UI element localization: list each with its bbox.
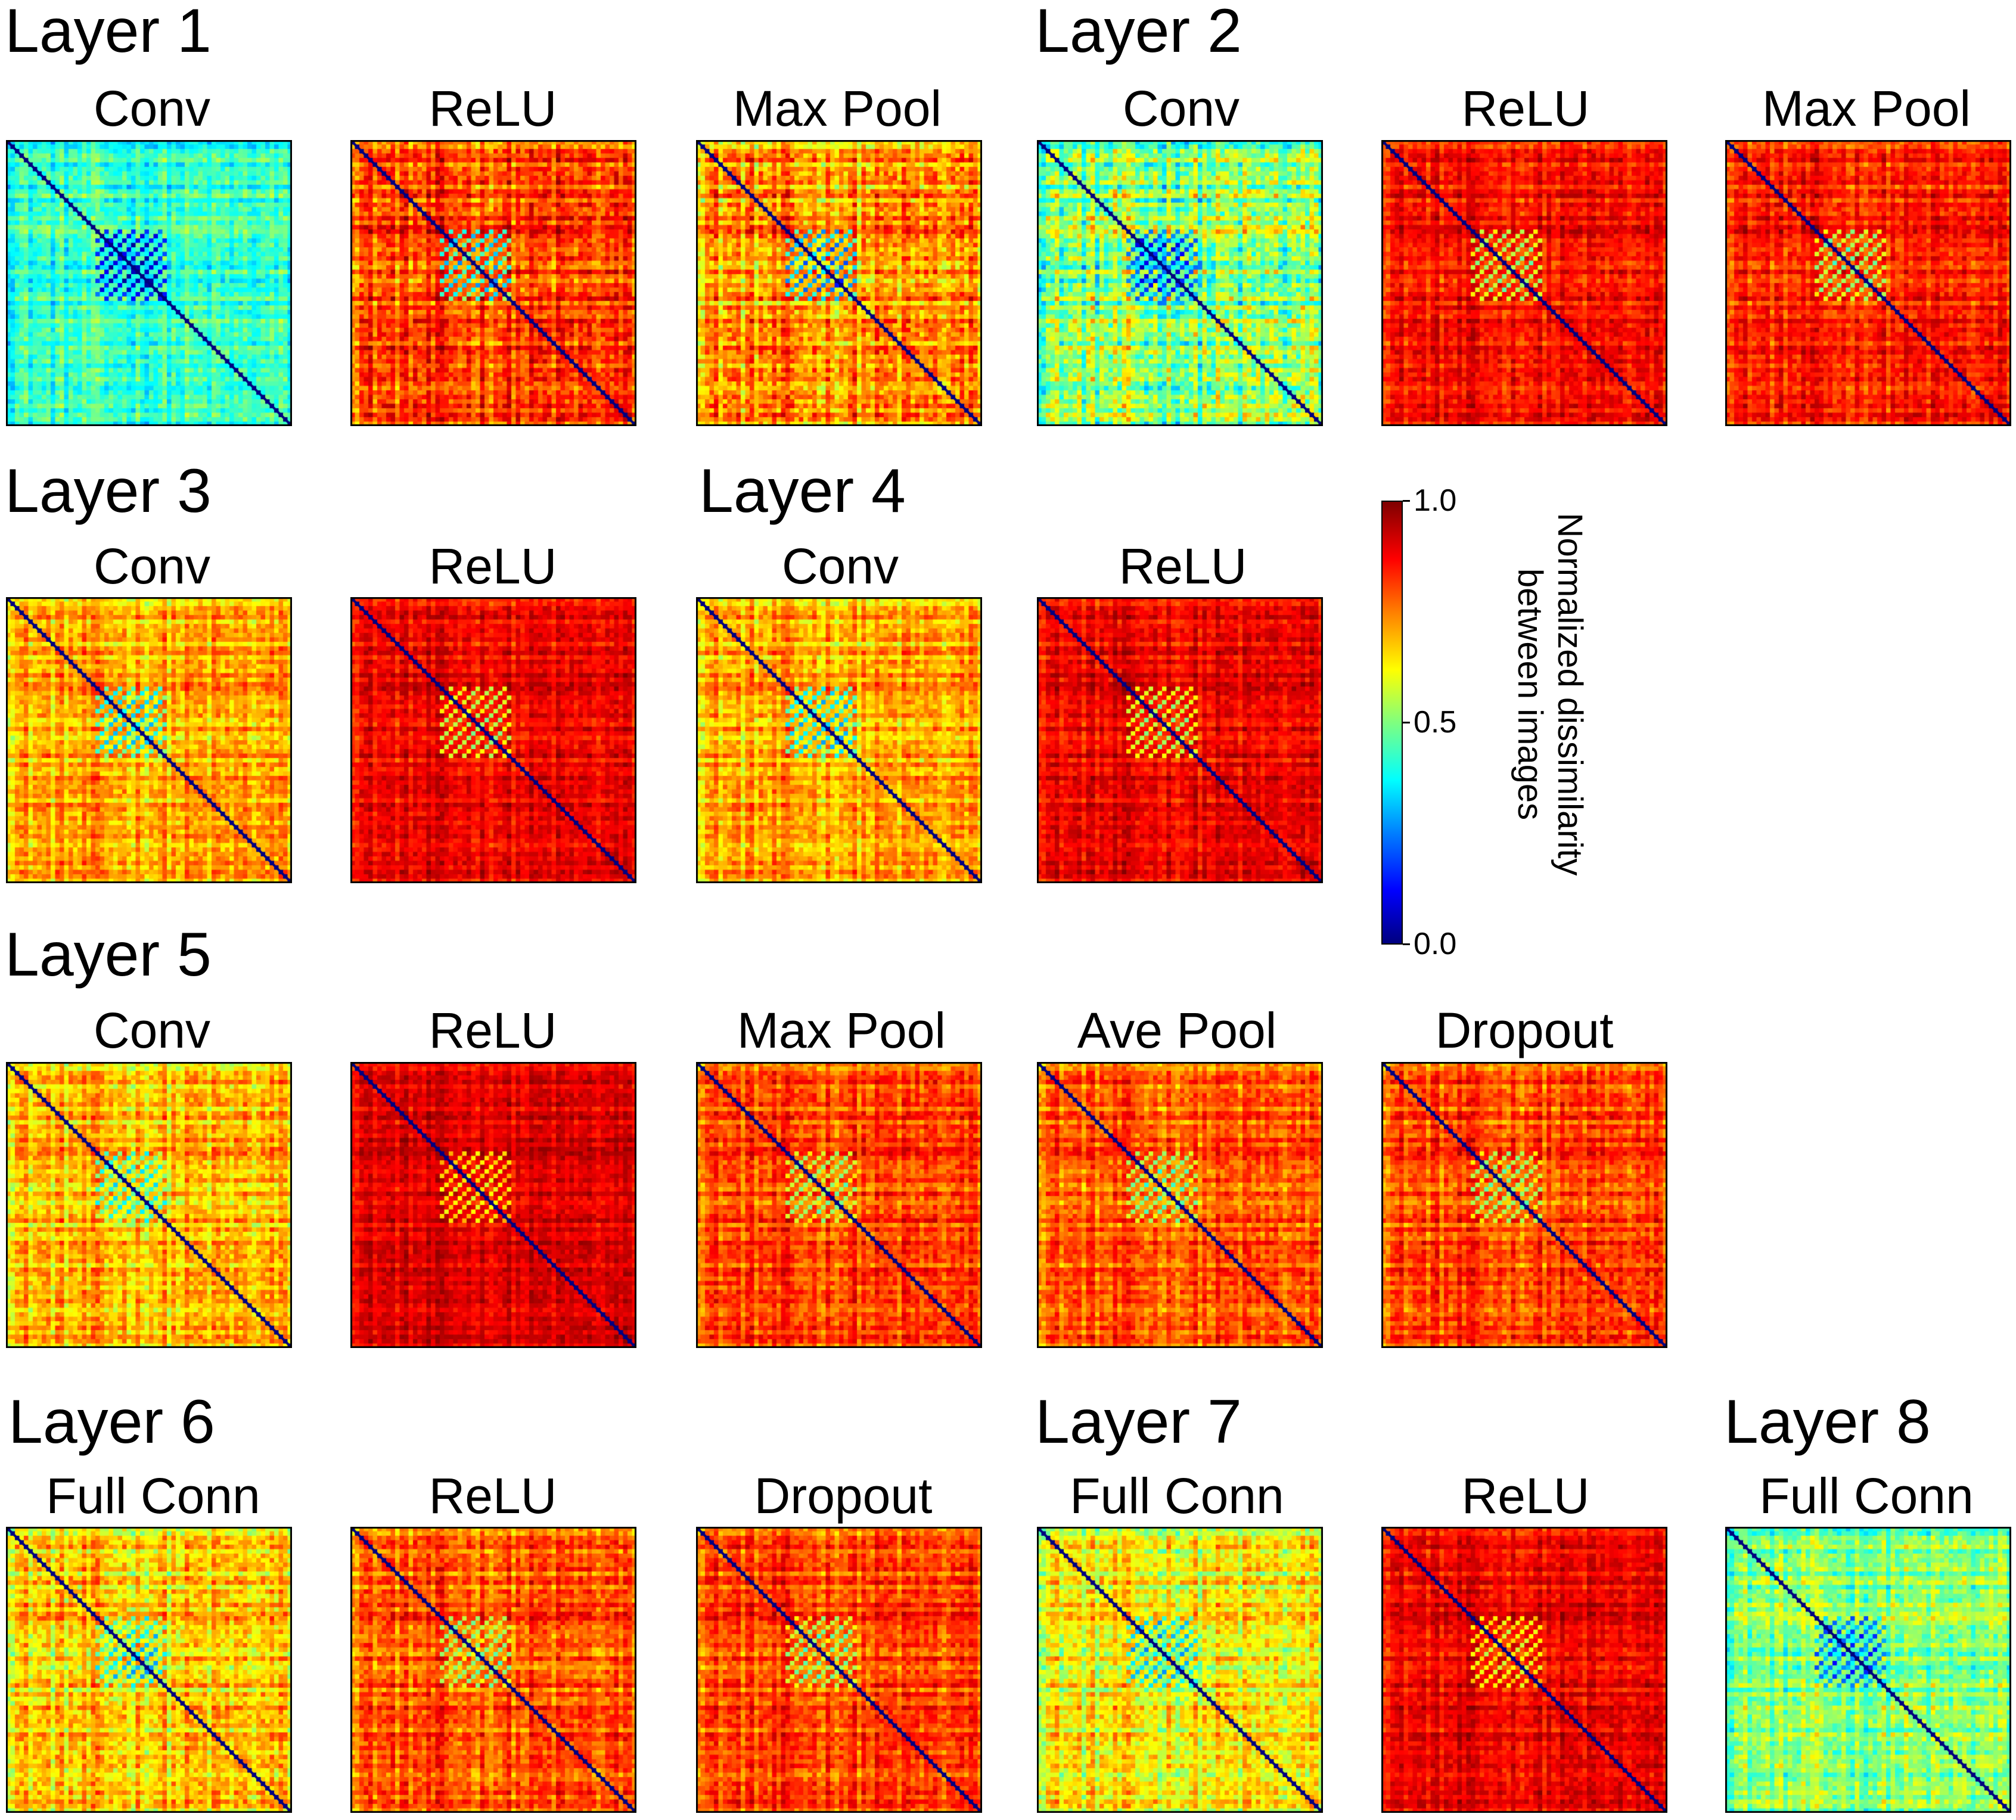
colorbar-gradient — [1381, 501, 1403, 945]
panel-title-l5-conv: Conv — [93, 1002, 211, 1058]
rdm-l7-relu — [1381, 1527, 1667, 1813]
rdm-l2-relu — [1381, 140, 1667, 426]
colorbar-label-line2: between images — [1511, 568, 1550, 821]
rdm-l2-maxpool — [1725, 140, 2011, 426]
layer-8-title: Layer 8 — [1724, 1387, 1931, 1456]
panel-title-l7-fullconn: Full Conn — [1070, 1468, 1284, 1524]
rdm-l6-fullconn — [6, 1527, 292, 1813]
rdm-l1-conv — [6, 140, 292, 426]
rdm-l4-relu — [1037, 597, 1323, 883]
rdm-l4-conv — [696, 597, 982, 883]
panel-title-l3-relu: ReLU — [428, 538, 557, 594]
rdm-l5-dropout — [1381, 1062, 1667, 1348]
panel-title-l5-avepool: Ave Pool — [1077, 1002, 1277, 1058]
panel-title-l7-relu: ReLU — [1461, 1468, 1590, 1524]
layer-4-title: Layer 4 — [699, 456, 906, 526]
colorbar-label: Normalized dissimilarity between images — [1500, 486, 1589, 903]
panel-title-l3-conv: Conv — [93, 538, 211, 594]
colorbar-label-line1: Normalized dissimilarity — [1551, 513, 1589, 876]
panel-title-l2-conv: Conv — [1122, 80, 1240, 136]
panel-title-l2-relu: ReLU — [1461, 80, 1590, 136]
rdm-l5-relu — [350, 1062, 636, 1348]
panel-title-l1-conv: Conv — [93, 80, 211, 136]
rdm-l1-relu — [350, 140, 636, 426]
rdm-l6-dropout — [696, 1527, 982, 1813]
layer-6-title: Layer 6 — [8, 1387, 215, 1456]
layer-3-title: Layer 3 — [5, 456, 212, 526]
rdm-l8-fullconn — [1725, 1527, 2011, 1813]
panel-title-l4-conv: Conv — [781, 538, 899, 594]
rdm-l5-maxpool — [696, 1062, 982, 1348]
panel-title-l8-fullconn: Full Conn — [1759, 1468, 1974, 1524]
panel-title-l6-relu: ReLU — [428, 1468, 557, 1524]
rdm-l6-relu — [350, 1527, 636, 1813]
rdm-l1-maxpool — [696, 140, 982, 426]
colorbar-tick-mark-top — [1403, 500, 1410, 502]
colorbar-tick-mark-bottom — [1403, 943, 1410, 945]
rdm-l5-conv — [6, 1062, 292, 1348]
panel-title-l4-relu: ReLU — [1119, 538, 1247, 594]
panel-title-l2-maxpool: Max Pool — [1762, 80, 1971, 136]
panel-title-l6-dropout: Dropout — [754, 1468, 933, 1524]
layer-2-title: Layer 2 — [1035, 0, 1242, 66]
layer-5-title: Layer 5 — [5, 920, 212, 989]
panel-title-l5-dropout: Dropout — [1435, 1002, 1614, 1058]
rdm-l7-fullconn — [1037, 1527, 1323, 1813]
rdm-l2-conv — [1037, 140, 1323, 426]
panel-title-l1-relu: ReLU — [428, 80, 557, 136]
colorbar-tick-0.5: 0.5 — [1414, 705, 1457, 740]
rdm-l3-relu — [350, 597, 636, 883]
layer-1-title: Layer 1 — [5, 0, 212, 66]
rdm-l3-conv — [6, 597, 292, 883]
panel-title-l5-maxpool: Max Pool — [737, 1002, 946, 1058]
colorbar-tick-0.0: 0.0 — [1414, 927, 1457, 961]
panel-title-l6-fullconn: Full Conn — [46, 1468, 260, 1524]
layer-7-title: Layer 7 — [1035, 1387, 1242, 1456]
panel-title-l5-relu: ReLU — [428, 1002, 557, 1058]
rdm-l5-avepool — [1037, 1062, 1323, 1348]
colorbar-tick-mark-mid — [1403, 722, 1410, 723]
colorbar: 1.0 0.5 0.0 — [1381, 485, 1456, 959]
panel-title-l1-maxpool: Max Pool — [732, 80, 942, 136]
colorbar-tick-1.0: 1.0 — [1414, 483, 1457, 518]
